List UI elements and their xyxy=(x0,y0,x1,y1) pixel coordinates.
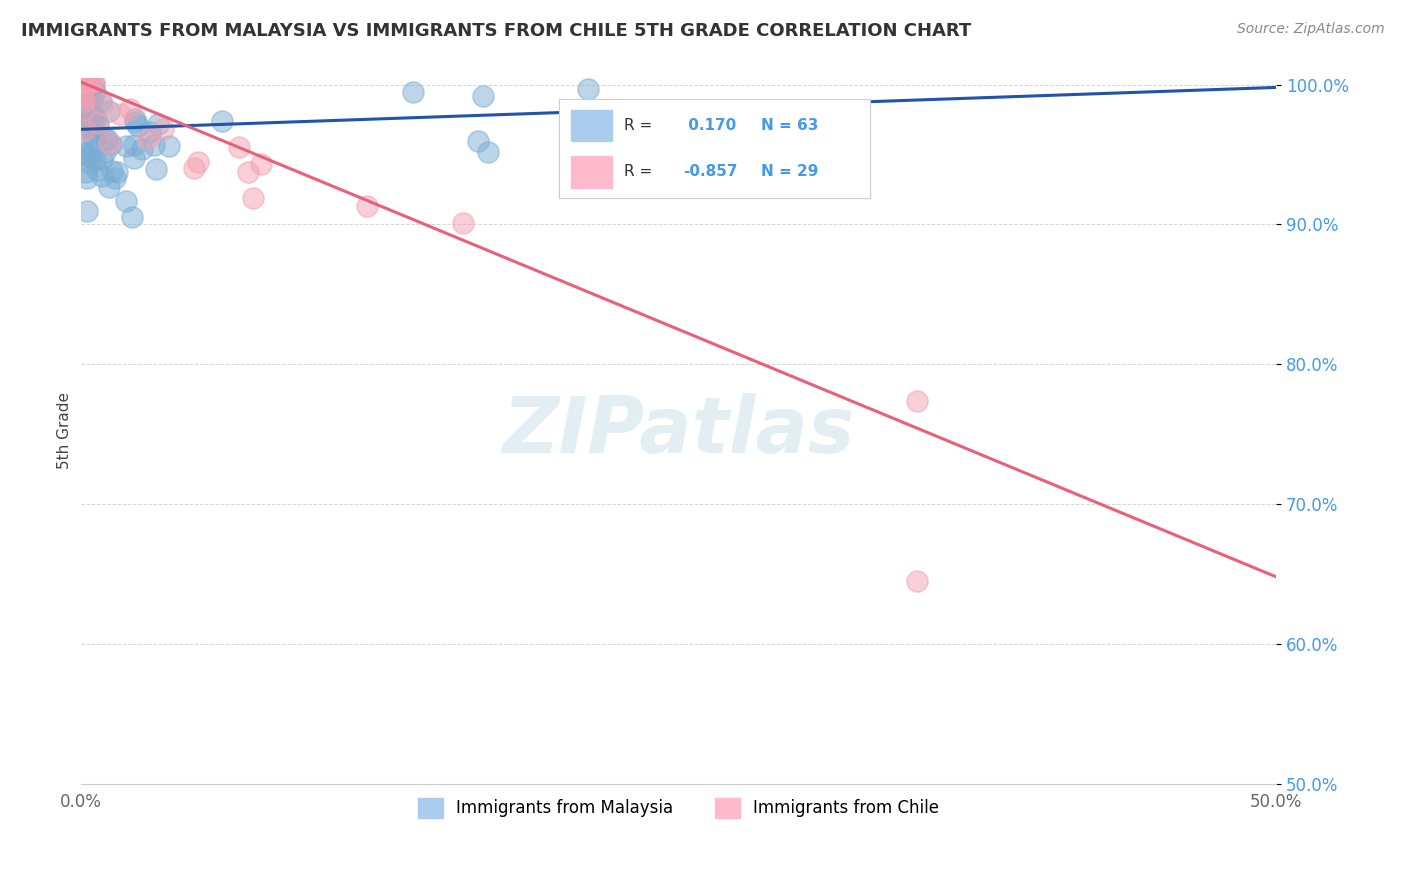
Point xyxy=(907,393,929,408)
Point xyxy=(90,94,112,108)
Point xyxy=(82,108,104,122)
Point xyxy=(80,92,103,106)
Point xyxy=(80,75,103,89)
Point xyxy=(82,115,104,129)
Point xyxy=(118,102,141,116)
Point xyxy=(83,78,105,92)
Point xyxy=(187,154,209,169)
Point xyxy=(83,75,105,89)
Point xyxy=(402,85,425,99)
Text: IMMIGRANTS FROM MALAYSIA VS IMMIGRANTS FROM CHILE 5TH GRADE CORRELATION CHART: IMMIGRANTS FROM MALAYSIA VS IMMIGRANTS F… xyxy=(21,22,972,40)
Point xyxy=(211,114,233,128)
Point xyxy=(236,164,259,178)
Point xyxy=(82,145,104,160)
Point xyxy=(145,161,167,176)
Point xyxy=(73,75,96,89)
Point xyxy=(121,210,143,224)
Point xyxy=(90,97,112,112)
Point xyxy=(467,134,489,148)
Point xyxy=(228,140,250,154)
Point xyxy=(100,164,122,178)
Point xyxy=(451,216,474,230)
Point xyxy=(105,165,128,179)
Point xyxy=(76,170,98,185)
Point xyxy=(578,82,600,96)
Point xyxy=(242,191,264,205)
Text: Source: ZipAtlas.com: Source: ZipAtlas.com xyxy=(1237,22,1385,37)
Text: ZIPatlas: ZIPatlas xyxy=(502,392,855,468)
Point xyxy=(93,145,115,160)
Point xyxy=(98,179,121,194)
Point xyxy=(139,125,162,139)
Point xyxy=(77,75,100,89)
Point xyxy=(82,123,104,137)
Point xyxy=(72,105,94,120)
Point xyxy=(72,111,94,125)
Point xyxy=(79,75,101,89)
Point xyxy=(79,118,101,132)
Point xyxy=(124,112,146,126)
Point xyxy=(183,161,205,175)
Point xyxy=(72,138,94,153)
Point xyxy=(90,152,112,166)
Point xyxy=(76,203,98,218)
Point xyxy=(108,106,131,120)
Point xyxy=(152,122,174,136)
Point xyxy=(142,137,165,152)
Point xyxy=(73,94,96,108)
Point xyxy=(477,145,499,160)
Point xyxy=(83,86,105,100)
Point xyxy=(72,146,94,161)
Point xyxy=(86,163,108,178)
Point xyxy=(98,136,121,150)
Point xyxy=(84,111,107,125)
Point xyxy=(115,139,138,153)
Point xyxy=(100,136,122,151)
Y-axis label: 5th Grade: 5th Grade xyxy=(58,392,72,469)
Point xyxy=(131,142,153,156)
Point xyxy=(87,116,110,130)
Point xyxy=(80,128,103,142)
Point xyxy=(97,104,120,119)
Point xyxy=(77,75,100,89)
Point xyxy=(124,115,146,129)
Point xyxy=(127,119,149,133)
Point xyxy=(73,122,96,136)
Point xyxy=(79,156,101,170)
Point xyxy=(72,83,94,97)
Point xyxy=(250,157,273,171)
Point xyxy=(104,170,127,185)
Point xyxy=(76,165,98,179)
Point xyxy=(907,574,929,588)
Point xyxy=(72,103,94,117)
Point xyxy=(91,169,114,183)
Point xyxy=(146,117,169,131)
Point xyxy=(79,95,101,110)
Point xyxy=(72,85,94,99)
Point xyxy=(122,151,145,165)
Point xyxy=(356,198,378,212)
Point xyxy=(72,75,94,89)
Point xyxy=(72,75,94,89)
Point xyxy=(72,89,94,103)
Point xyxy=(122,137,145,152)
Point xyxy=(115,194,138,208)
Point xyxy=(94,132,117,146)
Point xyxy=(84,153,107,167)
Point xyxy=(75,98,97,112)
Point xyxy=(76,112,98,127)
Point xyxy=(96,132,118,146)
Point xyxy=(83,131,105,145)
Point xyxy=(75,109,97,123)
Point xyxy=(136,131,159,145)
Point xyxy=(73,147,96,161)
Legend: Immigrants from Malaysia, Immigrants from Chile: Immigrants from Malaysia, Immigrants fro… xyxy=(411,791,946,825)
Point xyxy=(87,119,110,133)
Point xyxy=(472,89,495,103)
Point xyxy=(159,138,181,153)
Point xyxy=(80,111,103,125)
Point xyxy=(77,151,100,165)
